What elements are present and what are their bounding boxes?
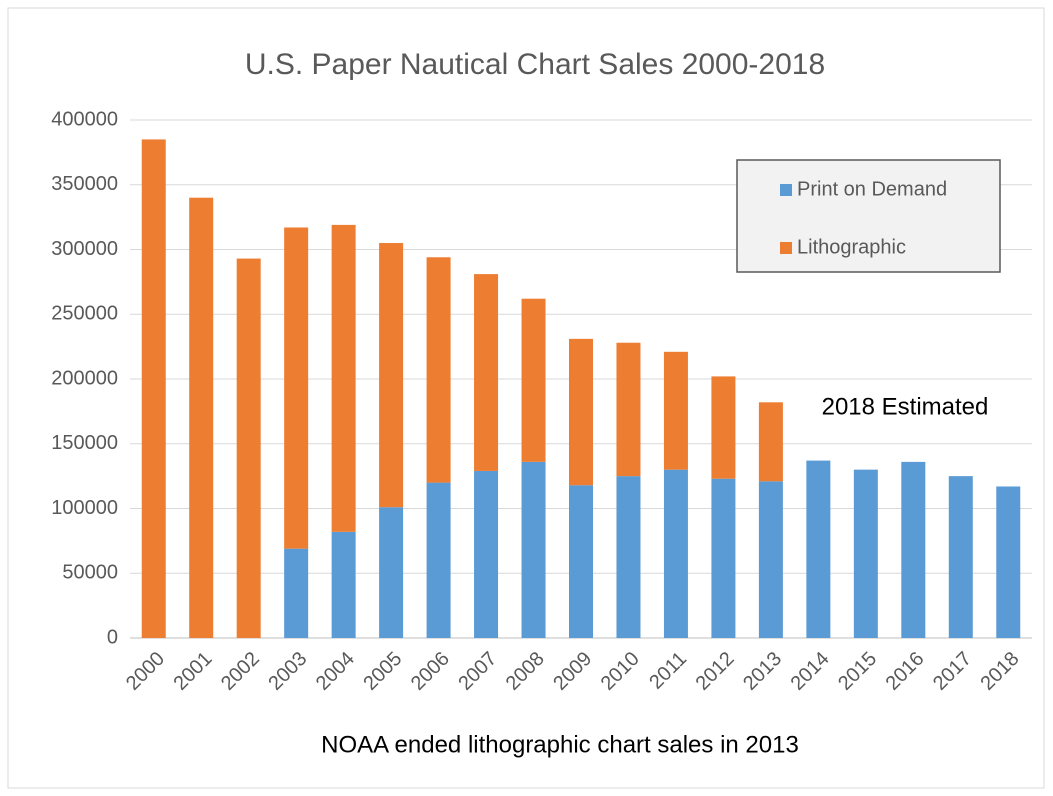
bar-segment <box>284 548 309 638</box>
annotation: 2018 Estimated <box>822 393 989 420</box>
bar-segment <box>284 227 309 549</box>
bar-segment <box>616 342 641 477</box>
y-tick-label: 400000 <box>51 108 118 130</box>
bar-segment <box>948 476 973 638</box>
bar-segment <box>521 298 546 462</box>
bar-segment <box>379 243 404 508</box>
bar-segment <box>996 486 1021 638</box>
bar-segment <box>758 402 783 482</box>
bar-segment <box>569 485 593 638</box>
chart-title: U.S. Paper Nautical Chart Sales 2000-201… <box>245 48 825 81</box>
bar-segment <box>569 338 593 486</box>
bar-segment <box>189 197 214 638</box>
bar-segment <box>711 478 736 638</box>
bar-segment <box>379 507 404 638</box>
legend-label: Print on Demand <box>797 178 947 200</box>
bar-segment <box>663 351 688 470</box>
bar-segment <box>426 257 451 483</box>
legend-label: Lithographic <box>797 236 906 258</box>
bar-segment <box>426 482 451 638</box>
y-tick-label: 200000 <box>51 367 118 389</box>
bar-segment <box>806 460 831 638</box>
bar-segment <box>474 470 499 638</box>
bar-segment <box>141 139 166 639</box>
bar-segment <box>853 469 878 638</box>
y-tick-label: 0 <box>107 626 118 648</box>
y-tick-label: 350000 <box>51 173 118 195</box>
bar-segment <box>331 531 356 638</box>
y-tick-label: 150000 <box>51 432 118 454</box>
bar-segment <box>711 376 736 479</box>
y-tick-label: 50000 <box>62 562 118 584</box>
bar-segment <box>758 481 783 638</box>
y-tick-label: 100000 <box>51 497 118 519</box>
y-tick-label: 250000 <box>51 303 118 325</box>
bar-segment <box>474 274 499 471</box>
x-axis-title: NOAA ended lithographic chart sales in 2… <box>321 731 799 758</box>
bar-segment <box>616 476 641 638</box>
y-tick-label: 300000 <box>51 238 118 260</box>
bar-segment <box>663 469 688 638</box>
legend-swatch <box>780 184 792 196</box>
bar-segment <box>521 461 546 638</box>
legend-swatch <box>780 242 792 254</box>
bar-segment <box>236 258 261 638</box>
bar-segment <box>901 461 926 638</box>
bar-segment <box>331 224 356 532</box>
